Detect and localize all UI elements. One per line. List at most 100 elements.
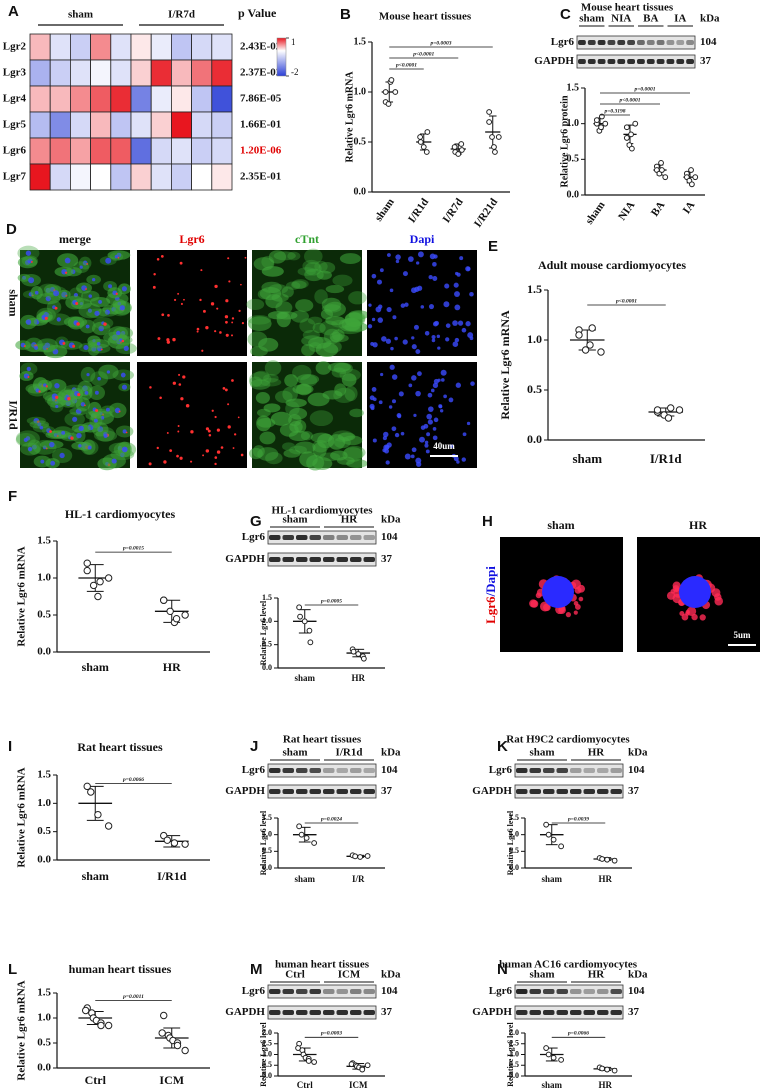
data-point [158,1029,166,1037]
y-tick-label: 0.0 [567,189,580,200]
p-label: p=0.0066 [122,777,144,783]
signal [23,344,27,348]
heatmap-cell [191,111,213,139]
data-point [355,651,362,657]
nucleus [78,425,84,432]
band [516,768,528,773]
data-point [87,788,95,796]
nucleus [53,290,60,297]
signal [163,460,167,464]
nucleus [455,382,461,388]
nucleus [98,300,103,304]
blot-kda: 104 [381,531,398,543]
signal [152,285,156,289]
column-label: merge [59,232,92,246]
band [282,535,294,540]
panel-letter: H [482,513,493,530]
nucleus [86,373,90,377]
band [656,40,665,45]
cell [270,411,292,426]
data-point [172,615,181,623]
signal [118,410,121,413]
heatmap-cell [170,33,192,61]
band [578,40,586,45]
blot-kda: 37 [381,785,393,797]
cell [247,314,272,325]
panel-letter: J [250,738,258,755]
cell [330,334,349,343]
nucleus [79,265,83,269]
heatmap-cell [150,163,172,191]
y-tick-label: 1.0 [37,572,51,584]
data-point [593,117,600,123]
nucleus [22,275,27,280]
band [296,789,308,794]
band [627,59,635,64]
band [296,1010,308,1015]
data-point [611,857,618,864]
nucleus [400,303,406,308]
x-tick-label: Ctrl [297,1080,313,1090]
band [336,768,348,773]
nucleus [436,334,441,339]
cell [265,451,283,465]
nucleus [452,320,458,326]
y-tick-label: 1.5 [262,813,272,822]
heatmap-cell [130,111,152,139]
cell [256,415,272,432]
blot-group: IA [674,13,686,25]
panel-letter: L [8,961,17,978]
data-point [350,648,357,655]
panel-title: human heart tissues [275,959,370,971]
band [516,989,528,994]
data-point [364,853,371,859]
data-point [311,840,318,846]
signal [205,427,210,431]
heatmap-cell [29,85,51,113]
p-label: p=0.0015 [122,545,144,551]
heatmap-cell [29,33,51,61]
cell [312,440,329,453]
data-point [296,823,303,830]
signal [172,381,176,385]
band [570,789,582,794]
blot-strip [514,984,624,999]
cell [332,329,345,341]
data-point [417,134,424,140]
cell [342,447,364,462]
data-point [458,147,465,153]
nucleus [420,305,425,309]
nucleus [426,413,433,420]
y-tick-label: 0.5 [262,639,272,648]
y-tick-label: 2.0 [262,1028,272,1037]
p-label: p=0.0024 [320,816,342,822]
p-value: 7.86E-05 [240,93,282,105]
nucleus [121,446,128,453]
nucleus [389,364,395,370]
nucleus [26,366,31,372]
cell [323,328,341,345]
signal [225,299,229,303]
signal [179,456,183,460]
nucleus [433,254,438,259]
nucleus [53,433,58,437]
nucleus [23,437,28,442]
micrograph [137,250,247,356]
nucleus [49,441,55,448]
band [269,1010,281,1015]
band [282,989,294,994]
signal [178,373,181,376]
data-point [491,144,497,150]
group-label: sham [68,9,93,21]
signal [64,271,68,274]
band [583,989,595,994]
nucleus [424,443,429,448]
data-point [97,1021,105,1030]
signal [205,325,209,330]
signal [169,449,173,453]
nucleus [449,444,454,448]
blot-unit: kDa [628,747,648,759]
band [556,989,568,994]
signal [72,344,76,348]
x-tick-label: sham [294,874,315,884]
